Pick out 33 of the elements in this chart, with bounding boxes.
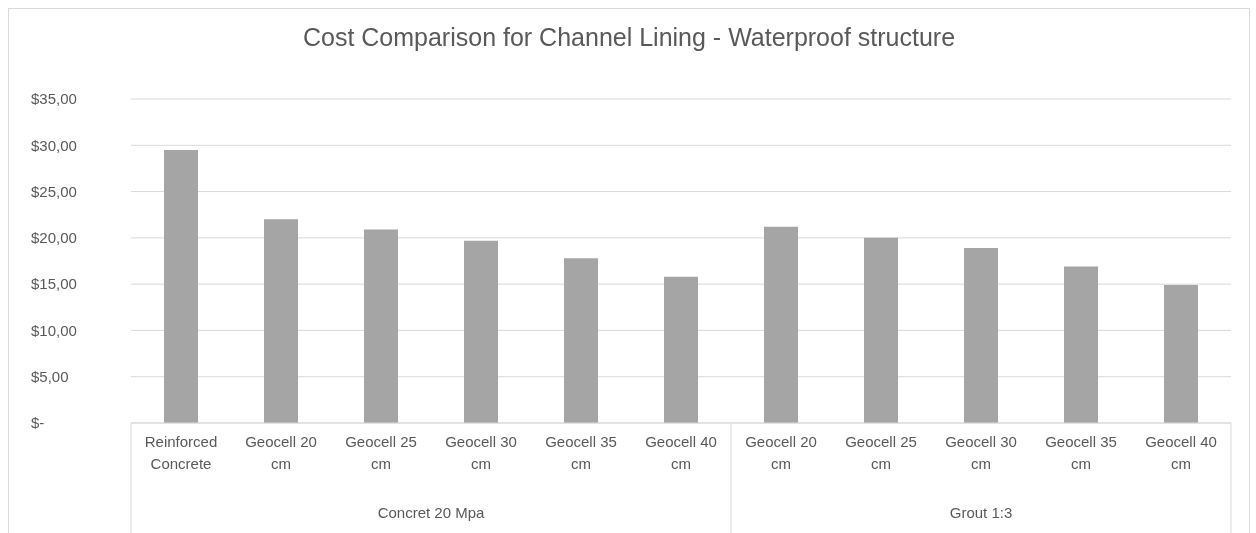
bar	[664, 276, 698, 423]
y-tick-label: $30,00	[31, 136, 77, 154]
x-tick-label: Geocell 30 cm	[945, 433, 1017, 472]
text: Concret 20 Mpa	[377, 504, 486, 521]
x-tick-label: Geocell 40 cm	[645, 433, 717, 472]
x-tick-label: Geocell 20 cm	[745, 433, 817, 472]
y-tick-label: $20,00	[31, 229, 77, 247]
bar	[764, 226, 798, 423]
x-tick-label: Geocell 35 cm	[545, 433, 617, 472]
bar	[464, 240, 498, 423]
bar	[1164, 285, 1198, 423]
x-tick-label: Geocell 20 cm	[245, 433, 317, 472]
y-tick-label: $35,00	[31, 90, 77, 108]
bar	[164, 149, 198, 423]
x-tick-label: Geocell 35 cm	[1045, 433, 1117, 472]
bar	[1064, 266, 1098, 423]
x-tick-label: Geocell 25 cm	[345, 433, 417, 472]
x-tick-label: Reinforced Concrete	[144, 433, 218, 472]
text: Grout 1:3	[949, 504, 1013, 521]
x-tick-label: Geocell 25 cm	[845, 433, 917, 472]
bar	[564, 258, 598, 423]
bar	[864, 237, 898, 423]
y-tick-label: $5,00	[31, 368, 69, 386]
y-tick-label: $10,00	[31, 321, 77, 339]
bar	[264, 219, 298, 423]
bar	[964, 248, 998, 423]
chart-title: Cost Comparison for Channel Lining - Waterproof structure	[301, 23, 957, 52]
x-tick-label: Geocell 30 cm	[445, 433, 517, 472]
bar	[364, 229, 398, 423]
y-tick-label: $15,00	[31, 275, 77, 293]
x-tick-label: Geocell 40 cm	[1145, 433, 1217, 472]
y-tick-label: $-	[31, 414, 45, 432]
y-tick-label: $25,00	[31, 182, 77, 200]
